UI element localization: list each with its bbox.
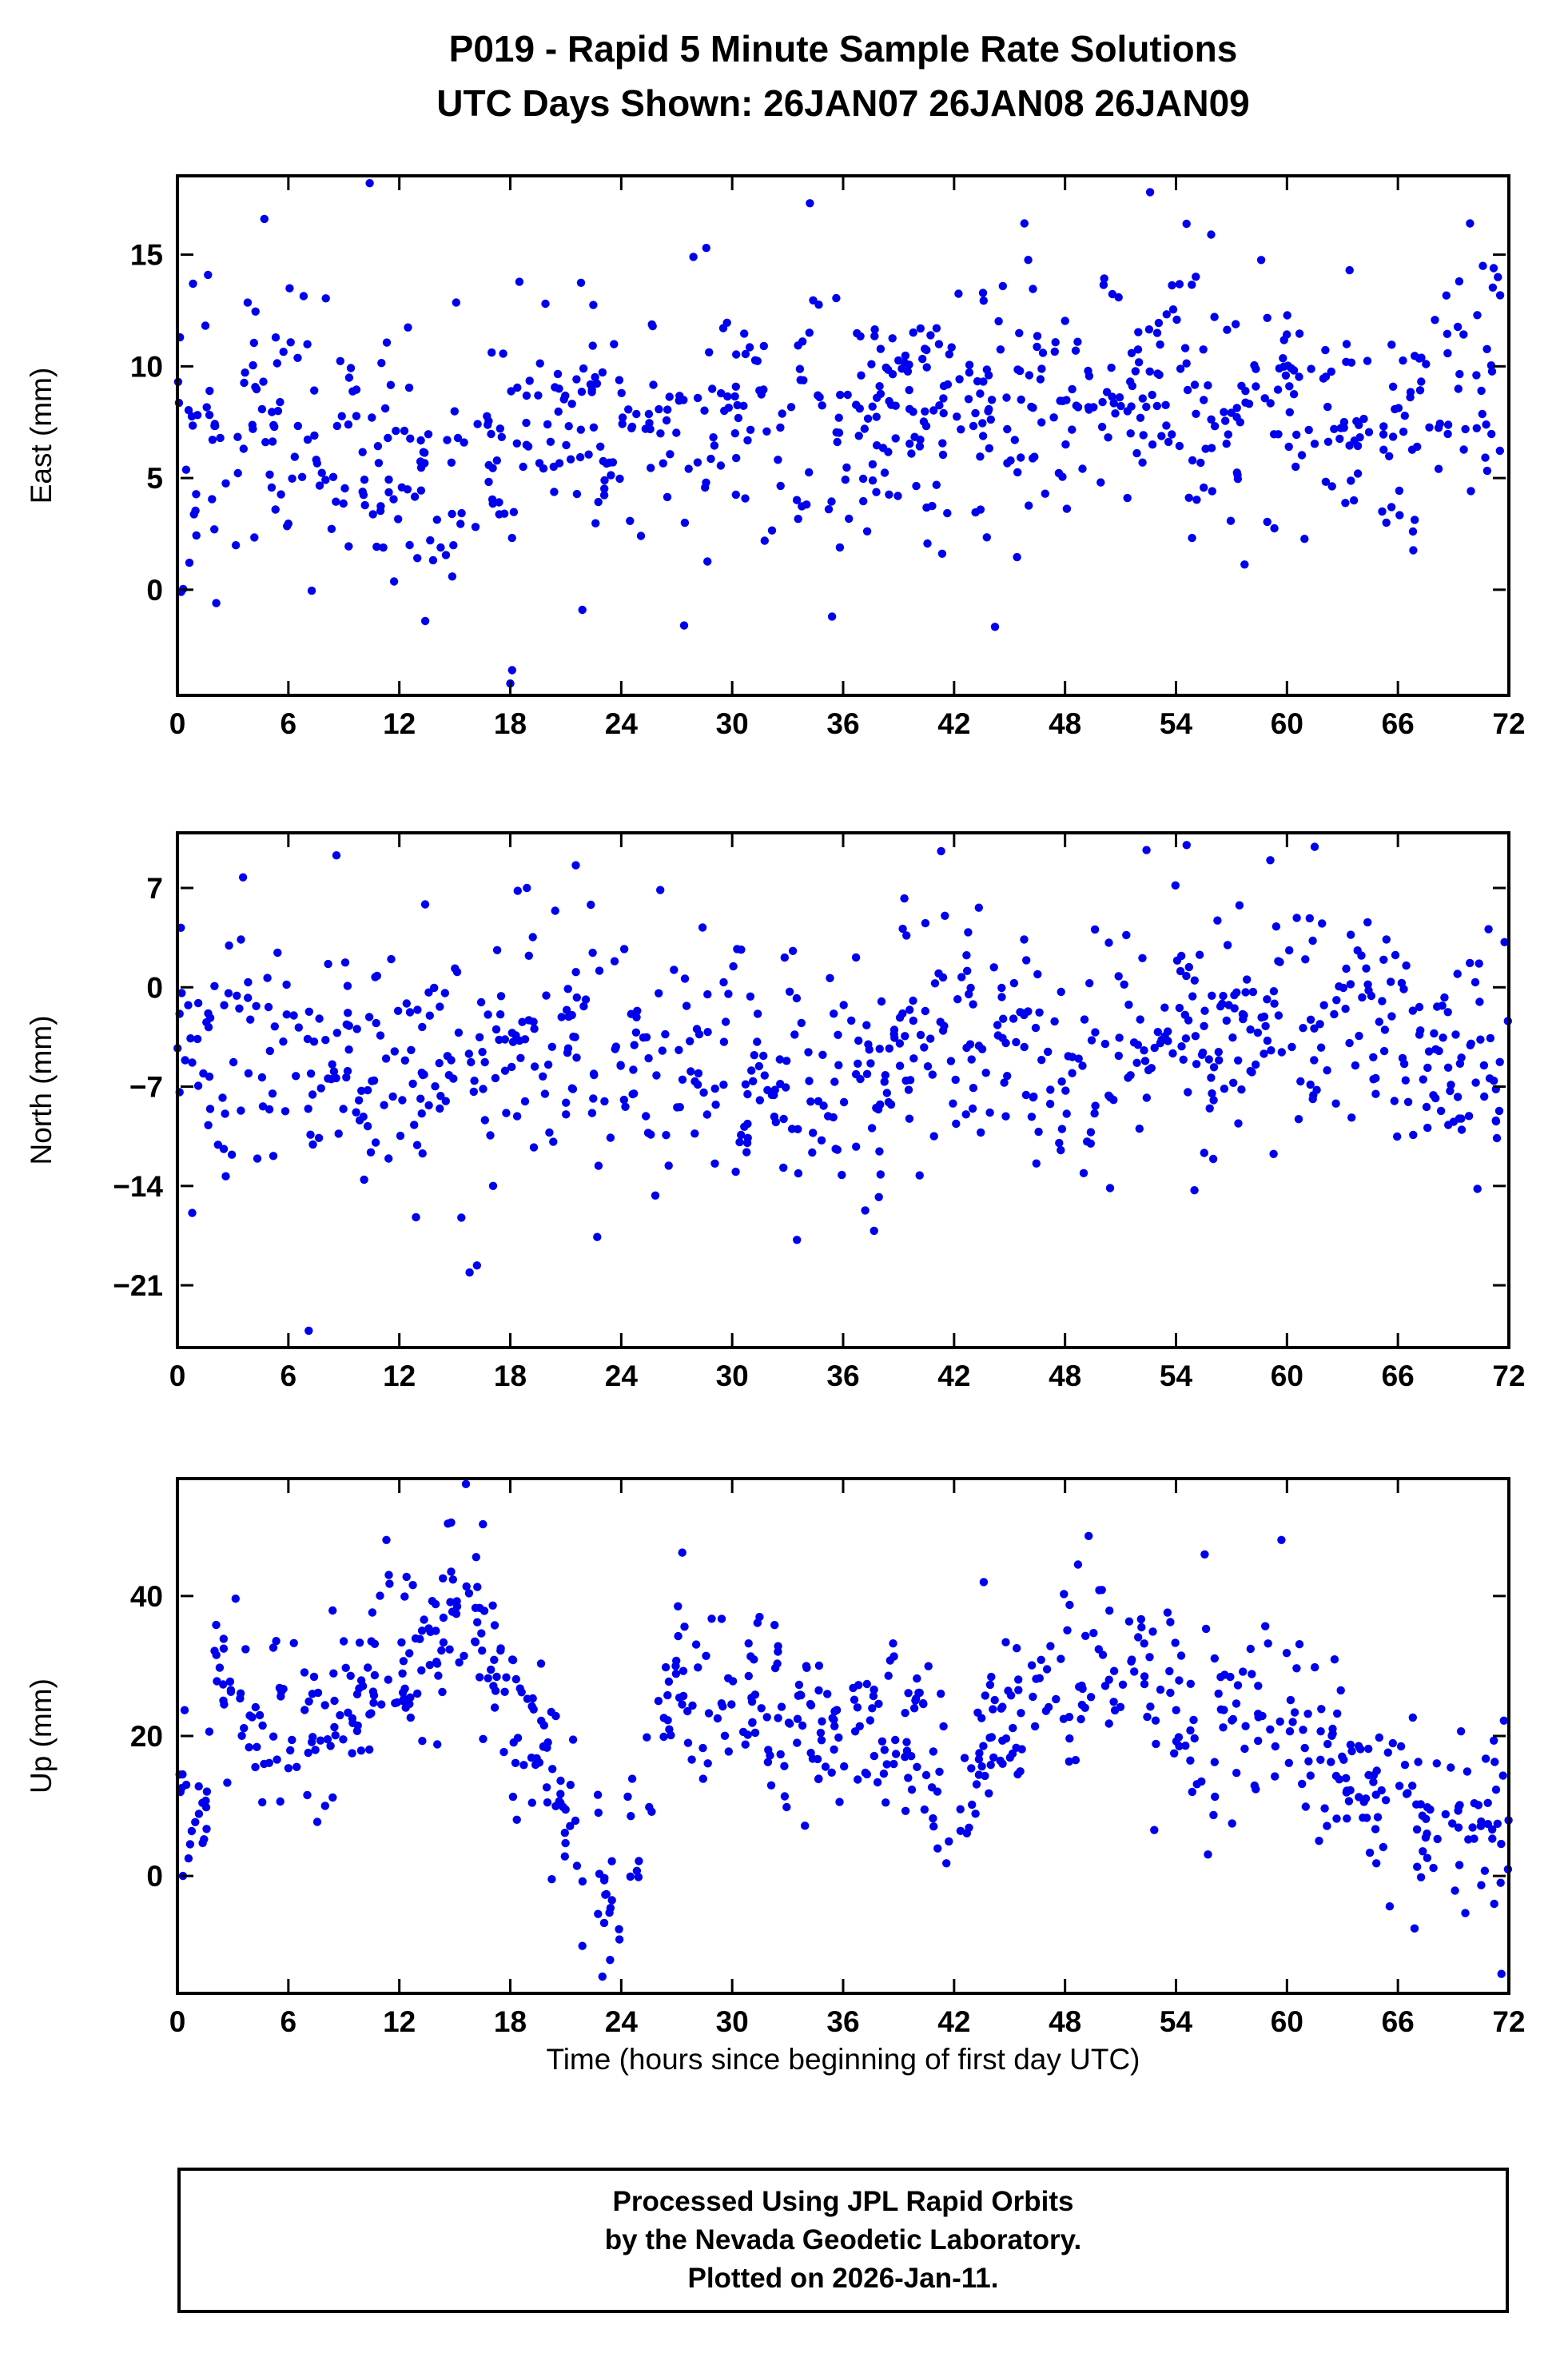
panel-north: 0 6 12 18 24 30 36 42 48 54 60 66 72 −21 −14 −7 0 7 North … [0,831,1568,1402]
x-tick-label: 12 [383,707,416,740]
chart-svg-north: 0 6 12 18 24 30 36 42 48 54 60 66 72 −21 −14 −7 0 7 North … [25,831,1526,1392]
x-tick-label: 18 [494,707,527,740]
x-tick-label: 42 [937,1360,970,1392]
x-tick-label: 66 [1382,707,1415,740]
tick-marks [176,177,1510,694]
y-tick-label: 40 [130,1580,163,1613]
scatter-points [175,1479,1513,1981]
x-tick-label: 18 [494,1360,527,1392]
y-tick-label: 0 [146,574,163,607]
footer-line1: Processed Using JPL Rapid Orbits [612,2186,1074,2217]
x-tick-label: 6 [281,2005,297,2038]
scatter-points [173,179,1505,688]
y-tick-label: 15 [130,239,163,272]
x-axis-title: Time (hours since beginning of first day… [546,2043,1140,2076]
chart-svg-up: 0 6 12 18 24 30 36 42 48 54 60 66 72 0 20 40 Up (mm) [25,1477,1526,2038]
x-tick-label: 60 [1271,1360,1303,1392]
x-tick-label: 6 [281,1360,297,1392]
x-tick-label: 42 [937,2005,970,2038]
y-tick-label: 7 [146,872,163,905]
x-tick-label: 36 [826,2005,859,2038]
y-tick-label: −7 [129,1071,163,1104]
x-tick-label: 30 [716,2005,749,2038]
y-tick-label: 10 [130,350,163,383]
y-axis-title: Up (mm) [25,1678,58,1794]
x-tick-label: 48 [1049,707,1081,740]
y-tick-label: 5 [146,462,163,495]
x-tick-label: 66 [1382,2005,1415,2038]
x-tick-label: 24 [605,707,639,740]
x-tick-label: 0 [169,707,186,740]
x-tick-label: 36 [826,1360,859,1392]
y-tick-label: 20 [130,1720,163,1753]
chart-title-line1: P019 - Rapid 5 Minute Sample Rate Soluti… [448,28,1238,70]
x-tick-label: 30 [716,1360,749,1392]
y-tick-label: 0 [146,1860,163,1893]
panel-up: 0 6 12 18 24 30 36 42 48 54 60 66 72 0 20 40 Up (mm) [0,1477,1568,2048]
y-axis-title: East (mm) [25,368,58,504]
x-tick-label: 0 [169,1360,186,1392]
footer-line3: Plotted on 2026-Jan-11. [687,2263,999,2294]
x-tick-label: 48 [1049,2005,1081,2038]
panel-east: 0 6 12 18 24 30 36 42 48 54 60 66 72 0 5 10 15 East (mm) [0,174,1568,750]
x-tick-label: 18 [494,2005,527,2038]
plot-frame [176,1477,1510,1995]
x-tick-label: 54 [1160,2005,1193,2038]
x-tick-label: 60 [1271,707,1303,740]
x-tick-label: 72 [1492,1360,1525,1392]
x-tick-label: 30 [716,707,749,740]
x-tick-label: 54 [1160,707,1193,740]
footer-line2: by the Nevada Geodetic Laboratory. [604,2224,1082,2255]
tick-marks [176,1480,1510,1992]
x-tick-label: 24 [605,2005,639,2038]
plot-frame [176,831,1510,1349]
x-tick-label: 12 [383,2005,416,2038]
x-tick-label: 60 [1271,2005,1303,2038]
x-tick-label: 0 [169,2005,186,2038]
x-tick-label: 12 [383,1360,416,1392]
x-tick-label: 36 [826,707,859,740]
x-tick-label: 66 [1382,1360,1415,1392]
plot-frame [176,174,1510,697]
scatter-points [173,841,1513,1336]
y-tick-label: −21 [113,1269,163,1302]
y-axis-title: North (mm) [25,1015,58,1165]
x-tick-label: 72 [1492,2005,1525,2038]
chart-title-line2: UTC Days Shown: 26JAN07 26JAN08 26JAN09 [436,82,1250,124]
x-tick-label: 24 [605,1360,639,1392]
y-tick-label: −14 [113,1170,163,1203]
footer-box: Processed Using JPL Rapid Orbits by the … [177,2168,1509,2313]
tick-marks [176,834,1510,1346]
y-tick-label: 0 [146,971,163,1004]
x-tick-label: 48 [1049,1360,1081,1392]
x-tick-label: 6 [281,707,297,740]
chart-svg-east: 0 6 12 18 24 30 36 42 48 54 60 66 72 0 5 10 15 East (mm) [25,174,1526,740]
x-tick-label: 42 [937,707,970,740]
x-tick-label: 72 [1492,707,1525,740]
x-tick-label: 54 [1160,1360,1193,1392]
